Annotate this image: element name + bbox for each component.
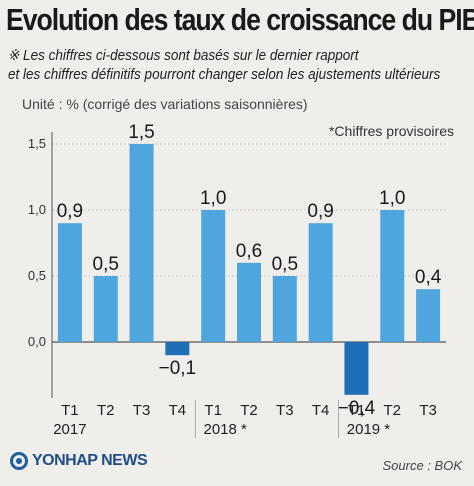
unit-label: Unité : % (corrigé des variations saison… — [22, 96, 308, 112]
bar — [129, 144, 154, 342]
bar — [272, 276, 297, 342]
yonhap-logo-icon — [10, 452, 28, 470]
note-line-1: ※ Les chiffres ci-dessous sont basés sur… — [8, 47, 359, 64]
bar — [165, 342, 190, 356]
data-label: −0,1 — [159, 358, 197, 379]
bar — [237, 262, 261, 342]
bar — [344, 342, 369, 395]
x-tick-label: T3 — [133, 402, 151, 419]
y-tick-label: 1,5 — [28, 136, 46, 151]
x-tick-label: T2 — [240, 402, 258, 419]
data-label: 1,0 — [200, 188, 226, 209]
data-label: 1,5 — [128, 122, 154, 143]
x-tick-label: T1 — [61, 402, 79, 419]
data-label: 0,5 — [93, 254, 119, 275]
data-label: 0,5 — [272, 254, 298, 275]
bar — [201, 210, 226, 342]
data-label: 1,0 — [379, 188, 405, 209]
year-label: 2017 — [53, 421, 86, 438]
note-line-2: et les chiffres définitifs pourront chan… — [8, 66, 441, 83]
x-tick-label: T1 — [348, 402, 366, 419]
x-tick-label: T4 — [312, 402, 330, 419]
bar — [93, 276, 118, 342]
bar — [308, 223, 333, 342]
bar — [380, 210, 405, 342]
x-tick-label: T1 — [204, 402, 222, 419]
bar — [57, 223, 82, 342]
x-tick-label: T3 — [419, 402, 437, 419]
x-tick-label: T4 — [169, 402, 187, 419]
y-tick-label: 0,0 — [28, 334, 46, 349]
y-tick-label: 0,5 — [28, 268, 46, 283]
x-tick-label: T2 — [384, 402, 402, 419]
data-label: 0,4 — [415, 267, 442, 288]
data-label: 0,6 — [236, 241, 262, 262]
year-label: 2019 * — [347, 421, 391, 438]
data-label: 0,9 — [57, 201, 83, 222]
year-label: 2018 * — [203, 421, 247, 438]
logo-text: YONHAP NEWS — [32, 452, 148, 469]
chart-title: Evolution des taux de croissance du PIB — [6, 2, 474, 37]
data-label: 0,9 — [307, 201, 333, 222]
source-label: Source : BOK — [382, 458, 462, 473]
data-label: −0,4 — [338, 398, 376, 419]
bar — [416, 289, 441, 342]
provisional-note: *Chiffres provisoires — [328, 123, 454, 139]
y-tick-label: 1,0 — [28, 202, 46, 217]
x-tick-label: T2 — [97, 402, 115, 419]
x-tick-label: T3 — [276, 402, 294, 419]
yonhap-logo: YONHAP NEWS — [10, 452, 148, 470]
